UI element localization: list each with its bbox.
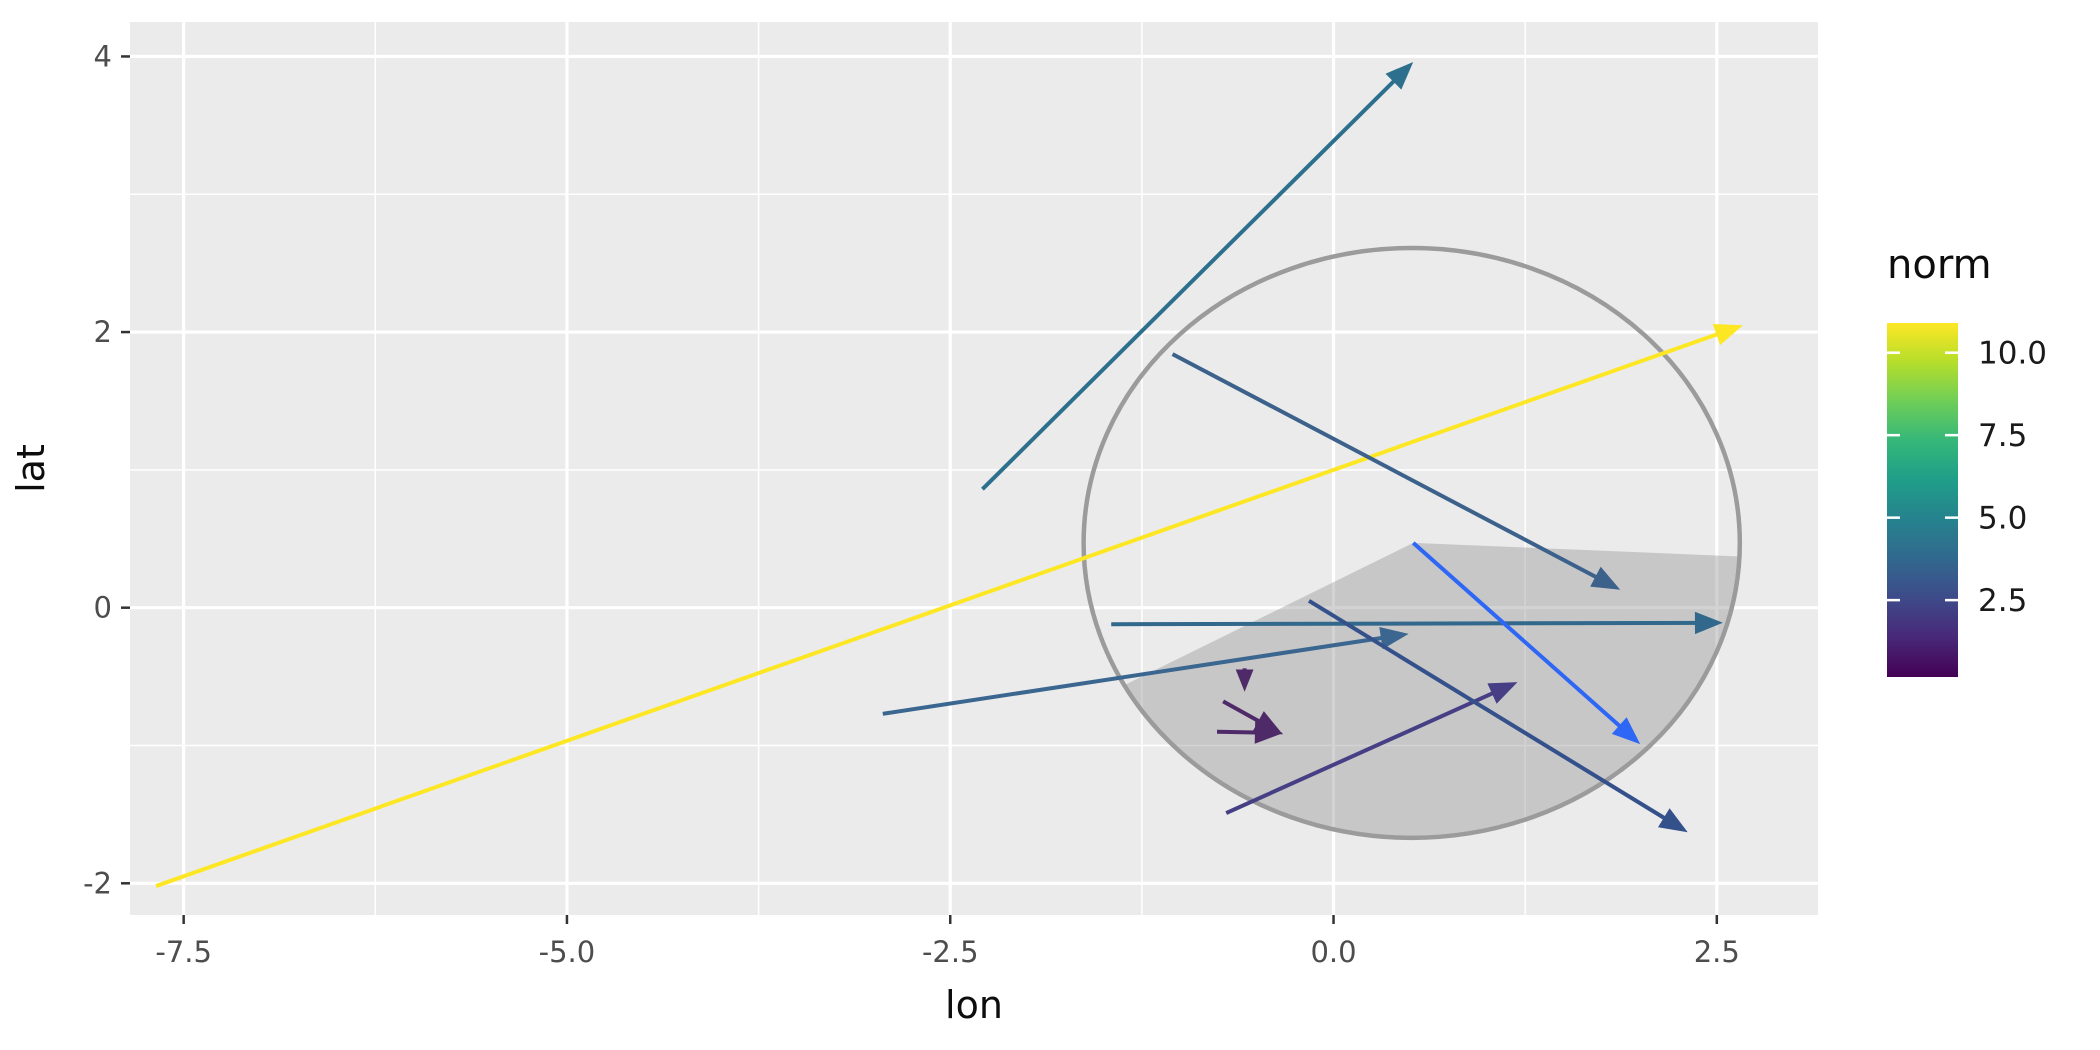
arrow-segment (981, 62, 1414, 491)
legend-title: norm (1887, 242, 1992, 288)
arrow-head (1590, 566, 1621, 590)
arrow-shaft (1411, 541, 1632, 737)
y-tick-label: 4 (94, 39, 112, 73)
arrow-shaft (981, 70, 1405, 491)
arrow-shaft (882, 633, 1396, 716)
arrow-segment (1307, 599, 1688, 833)
x-tick-label: 0.0 (1310, 935, 1356, 969)
y-tick-label: 0 (94, 591, 112, 625)
arrow-segment (1171, 352, 1621, 590)
grid-minor-layer (130, 22, 1818, 915)
arrow-shaft (1307, 599, 1677, 827)
arrow-head (1658, 808, 1688, 833)
legend-gradient-bar (1887, 323, 1958, 677)
y-tick-label: 2 (94, 315, 112, 349)
arrow-head (1235, 669, 1254, 692)
circle-outline (1081, 245, 1743, 841)
arrow-shaft (1171, 352, 1609, 586)
x-tick-label: -7.5 (155, 935, 212, 969)
arrows-layer (155, 62, 1743, 888)
y-tick-label: -2 (83, 866, 112, 900)
arrow-shaft (1111, 620, 1709, 627)
legend-tick-label: 10.0 (1978, 336, 2047, 372)
plot-panel (130, 22, 1818, 915)
axes-layer: -7.5 -5.0 -2.5 0.0 2.5 -2 0 2 4 (83, 39, 1740, 969)
arrow-segment (1225, 682, 1518, 815)
arrow-segment (1216, 721, 1283, 744)
arrow-head (1254, 721, 1283, 744)
arrow-head (1611, 717, 1641, 745)
legend-labels: 10.0 7.5 5.0 2.5 (1978, 336, 2047, 619)
legend-tick-label: 5.0 (1978, 501, 2027, 537)
x-tick-label: -5.0 (539, 935, 596, 969)
shaded-region (1124, 542, 1746, 838)
y-axis-title: lat (9, 444, 53, 493)
arrow-head (1712, 324, 1743, 346)
arrow-shaft (1225, 686, 1506, 815)
arrow-head (1487, 682, 1518, 704)
arrow-head (1694, 611, 1723, 635)
arrow-segment (882, 627, 1409, 716)
arrow-shaft (155, 327, 1731, 888)
legend-tick-label: 2.5 (1978, 583, 2027, 619)
x-tick-label: 2.5 (1694, 935, 1740, 969)
arrow-head (1379, 627, 1409, 650)
x-tick-label: -2.5 (922, 935, 979, 969)
legend-tick-label: 7.5 (1978, 418, 2027, 454)
legend-colorbar: norm 10.0 7.5 5.0 2.5 (1887, 242, 2047, 677)
shapes-layer (1081, 245, 1746, 841)
arrow-head (1385, 62, 1414, 90)
arrow-segment (1235, 668, 1254, 692)
arrow-segment (1411, 541, 1641, 745)
legend-ticks (1887, 351, 1958, 602)
x-axis-title: lon (945, 983, 1003, 1027)
arrow-segment (1111, 611, 1723, 635)
arrow-segment (155, 324, 1743, 888)
